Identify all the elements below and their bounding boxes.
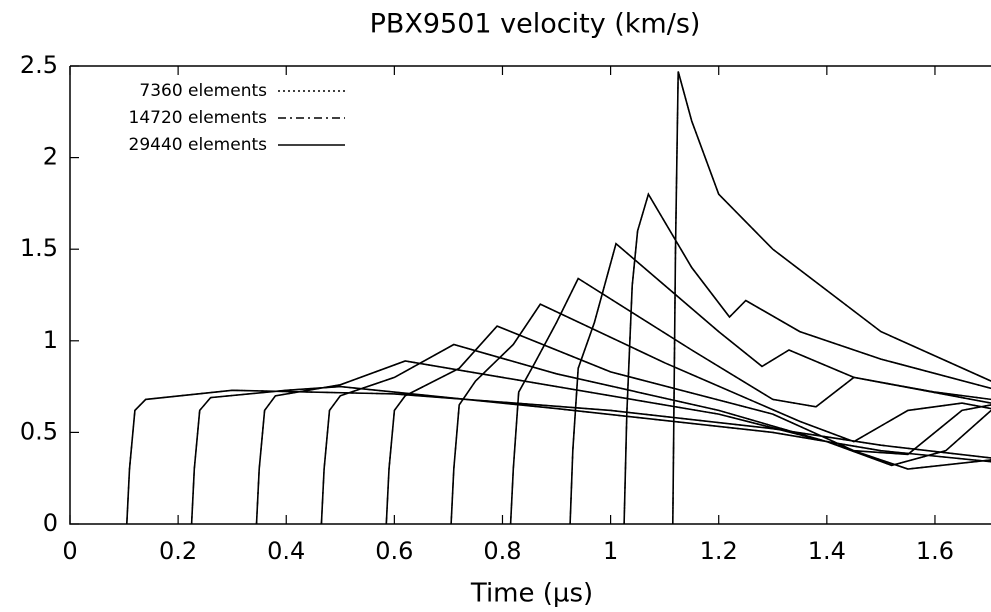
chart-title: PBX9501 velocity (km/s): [370, 9, 701, 40]
legend-label: 7360 elements: [139, 81, 267, 101]
legend-label: 29440 elements: [129, 135, 268, 155]
legend-label: 14720 elements: [129, 108, 268, 128]
plot-area: [126, 71, 991, 524]
x-tick-label: 1.6: [916, 537, 954, 565]
x-axis-label: Time (µs): [470, 579, 593, 609]
x-tick-label: 1: [603, 537, 618, 565]
y-tick-label: 1.5: [20, 234, 58, 262]
x-tick-label: 0.4: [267, 537, 305, 565]
series-line: [126, 71, 991, 524]
y-tick-label: 0.5: [20, 417, 58, 445]
y-tick-label: 2.5: [20, 51, 58, 79]
x-tick-label: 0.8: [483, 537, 521, 565]
x-tick-label: 1.4: [808, 537, 846, 565]
x-tick-label: 0.2: [159, 537, 197, 565]
y-tick-label: 2: [43, 143, 58, 171]
x-tick-label: 0.6: [375, 537, 413, 565]
x-tick-label: 0: [62, 537, 77, 565]
y-tick-label: 0: [43, 509, 58, 537]
y-tick-label: 1: [43, 326, 58, 354]
x-tick-label: 1.2: [700, 537, 738, 565]
